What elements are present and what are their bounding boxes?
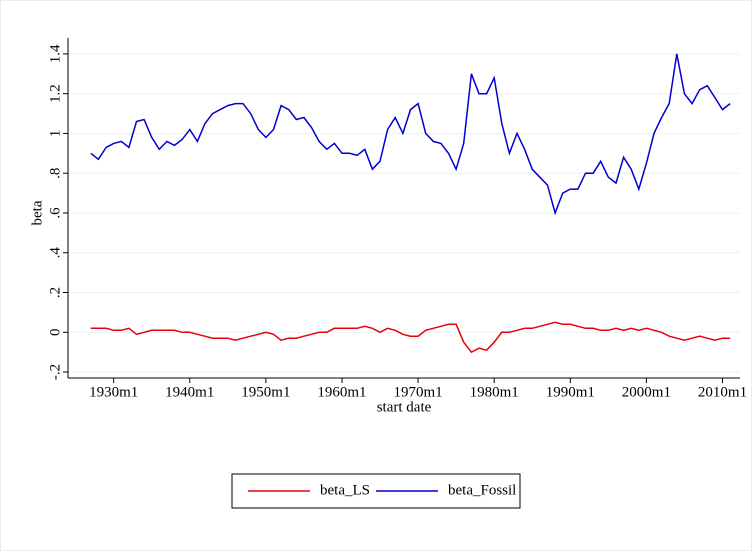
x-tick-label: 1940m1 (165, 384, 214, 400)
x-tick-label: 1960m1 (317, 384, 366, 400)
x-tick-label: 1930m1 (89, 384, 138, 400)
y-tick-label: .4 (47, 247, 63, 259)
series-line (90, 321, 731, 354)
y-tick-label: 1 (47, 130, 63, 138)
x-tick-label: 2010m1 (698, 384, 747, 400)
legend-label: beta_Fossil (448, 482, 516, 498)
x-tick-label: 1970m1 (393, 384, 442, 400)
y-tick-label: .6 (47, 207, 63, 219)
x-axis-label: start date (377, 399, 432, 415)
series-line (90, 53, 731, 216)
x-tick-label: 1980m1 (470, 384, 519, 400)
x-tick-label: 1990m1 (546, 384, 595, 400)
y-tick-label: 0 (47, 329, 63, 337)
plot-area (68, 38, 740, 378)
y-tick-label: .8 (47, 168, 63, 179)
y-tick-label: 1.4 (47, 44, 63, 63)
x-tick-label: 1950m1 (241, 384, 290, 400)
x-tick-label: 2000m1 (622, 384, 671, 400)
y-tick-label: 1.2 (47, 84, 63, 103)
legend-label: beta_LS (320, 482, 370, 498)
y-axis-label: beta (29, 200, 45, 225)
y-tick-label: .2 (47, 287, 63, 298)
y-tick-label: -.2 (47, 364, 63, 380)
